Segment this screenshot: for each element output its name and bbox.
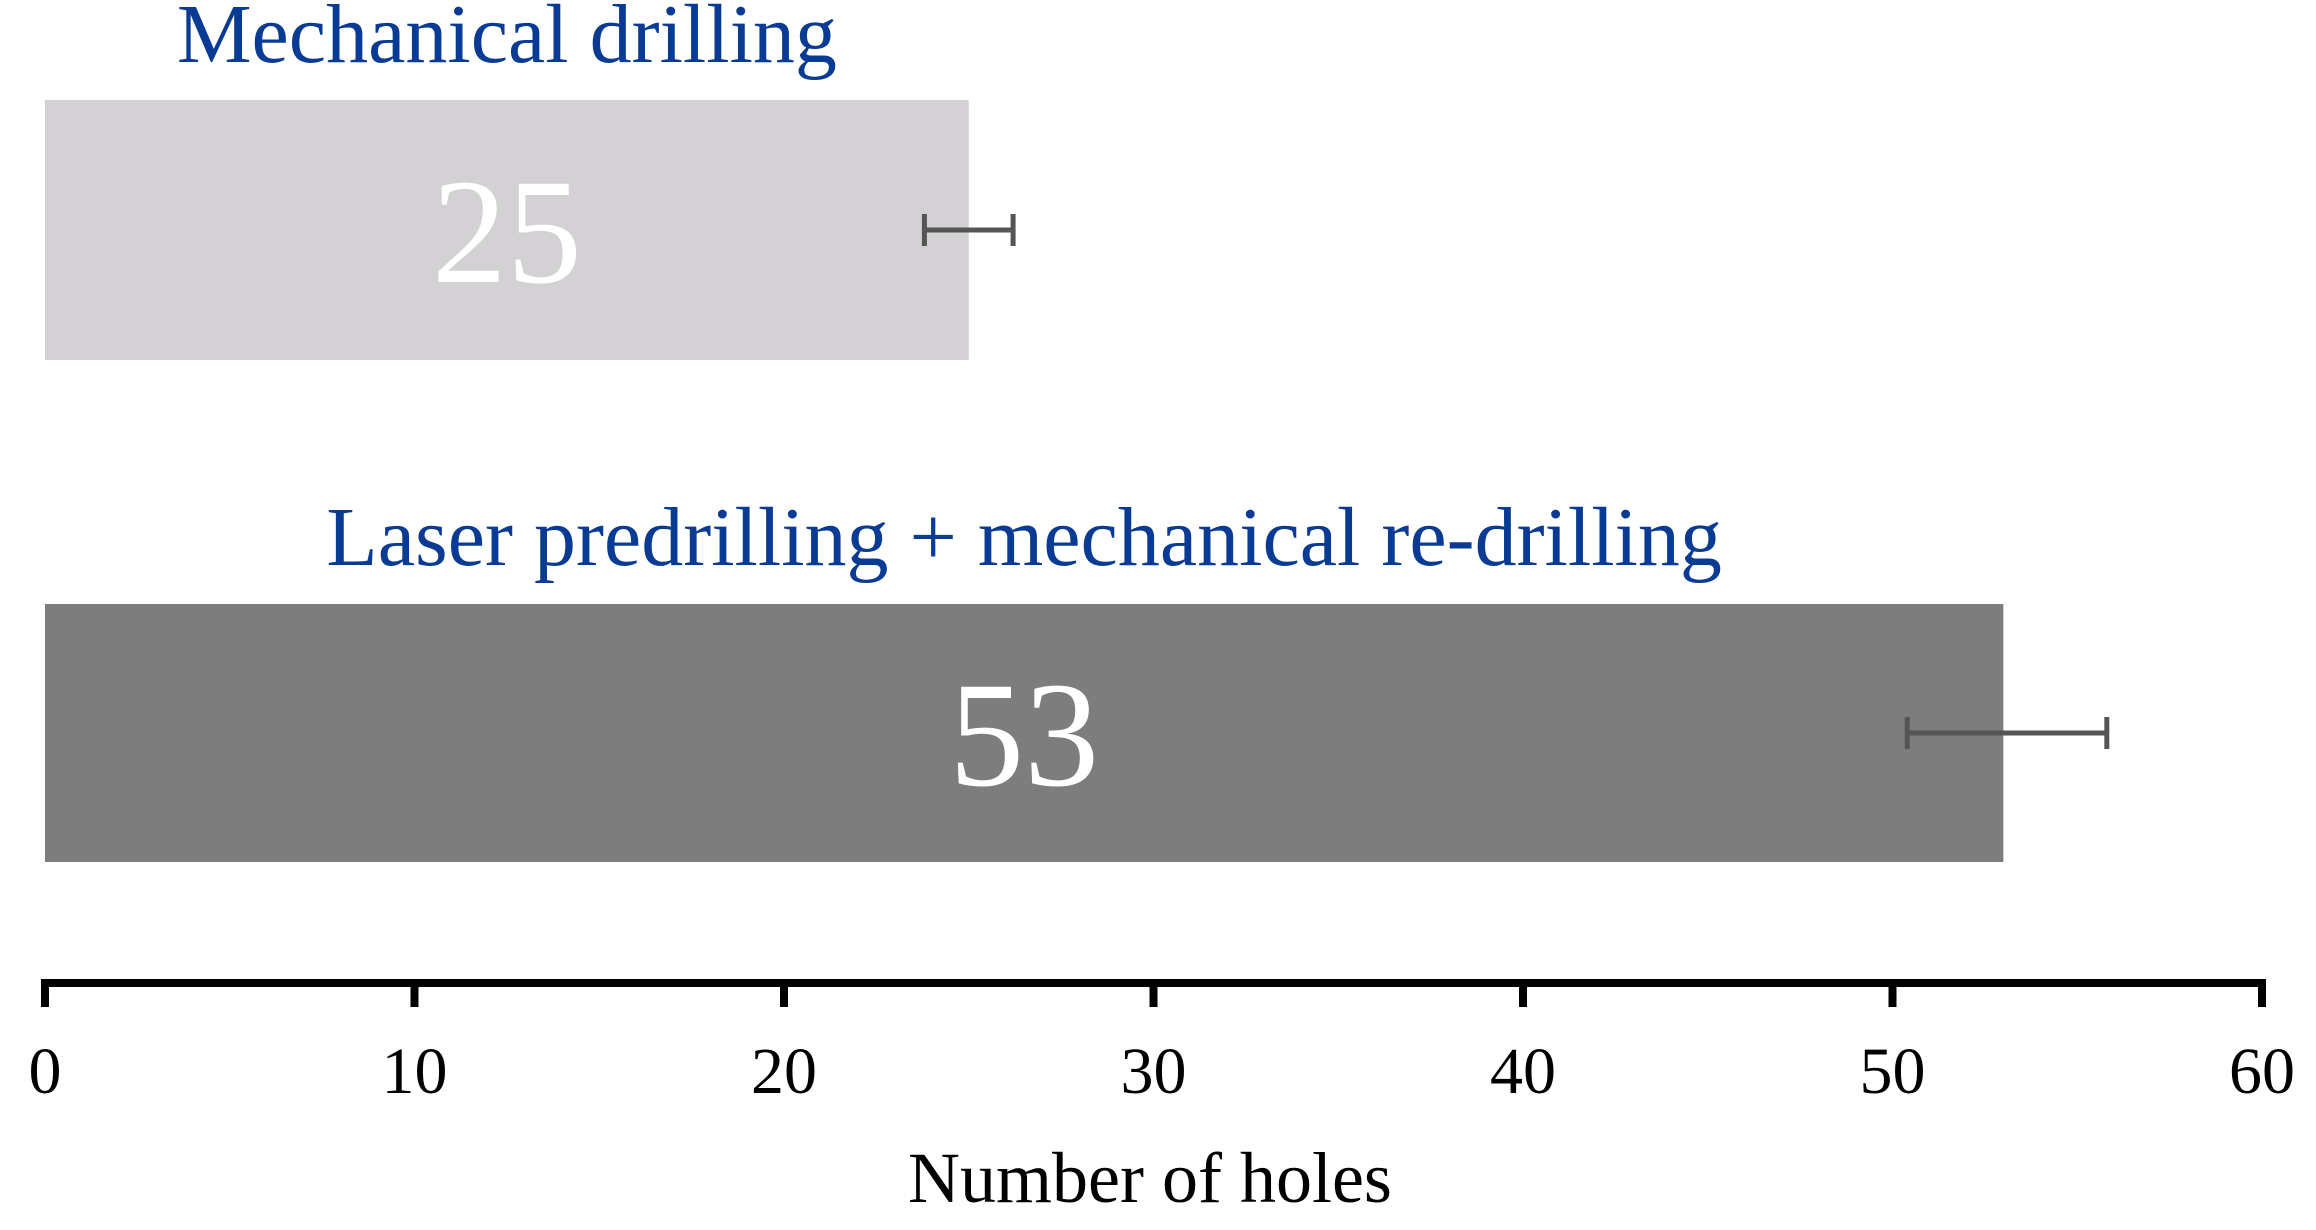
bar (45, 100, 969, 360)
x-axis: 0 10 20 30 40 50 60 (29, 979, 2295, 1108)
x-tick-label: 60 (2229, 1035, 2295, 1108)
x-tick-label: 30 (1121, 1035, 1187, 1108)
error-bar (921, 214, 1016, 246)
bar (45, 604, 2004, 862)
error-bar (1904, 717, 2110, 749)
bar-value-label: 53 (949, 652, 1099, 818)
x-tick-label: 20 (751, 1035, 817, 1108)
x-tick-label: 50 (1860, 1035, 1926, 1108)
x-tick-label: 0 (29, 1035, 62, 1108)
x-tick-label: 10 (382, 1035, 448, 1108)
bar-category-label: Laser predrilling + mechanical re-drilli… (326, 491, 1721, 584)
bar-category-label: Mechanical drilling (177, 0, 837, 81)
x-tick-label: 40 (1490, 1035, 1556, 1108)
bar-value-label: 25 (432, 149, 582, 315)
x-axis-title: Number of holes (908, 1138, 1392, 1218)
bars-layer: Mechanical drilling 25 Laser predrilling +… (45, 0, 2110, 862)
